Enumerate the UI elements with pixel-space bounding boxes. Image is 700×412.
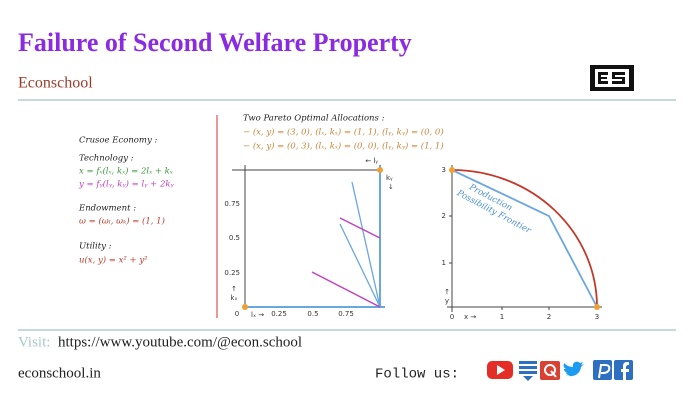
endpoint [594, 304, 600, 310]
twitter-icon[interactable] [563, 361, 584, 377]
tick-label: 3 [595, 313, 599, 321]
tick-label: 1 [500, 313, 504, 321]
pareto-line: − (x, y) = (0, 3), (lₓ, kₓ) = (0, 0), (l… [243, 141, 444, 152]
utility-label: Utility : [79, 242, 112, 252]
tick-label: 0.25 [271, 310, 287, 318]
tick-label: 0.75 [338, 310, 354, 318]
axis-label: ↑ [231, 285, 237, 293]
pinterest-icon[interactable] [593, 360, 612, 380]
social-icons [487, 360, 633, 381]
axis-label: ← lᵧ [365, 157, 378, 165]
facebook-icon[interactable] [614, 360, 633, 380]
ppf-plot: Production Possibility Frontier 0 1 2 3 … [442, 165, 602, 321]
youtube-icon[interactable] [487, 361, 513, 379]
subtitle: Econschool [18, 75, 93, 92]
url[interactable]: https://www.youtube.com/@econ.school [58, 334, 302, 350]
ppf-linear [451, 169, 598, 308]
tick-label: 2 [547, 313, 551, 321]
endpoint [449, 167, 455, 173]
pareto-title: Two Pareto Optimal Allocations : [243, 114, 385, 124]
tick-label: 0 [235, 310, 239, 318]
axis-label: x → [464, 313, 476, 321]
isoquant [351, 181, 381, 308]
axis-label: kᵧ [386, 174, 393, 182]
utility: u(x, y) = x² + y² [79, 255, 148, 266]
visit-label: Visit: [18, 334, 50, 350]
tick-label: 1 [442, 259, 446, 267]
allocation-point [377, 167, 383, 173]
axis-label: ↓ [388, 183, 394, 191]
isoquant [339, 217, 381, 239]
axis-label: lₓ → [251, 311, 264, 319]
ppf-curve [451, 169, 598, 308]
endowment-label: Endowment : [78, 204, 136, 214]
tick-label: 3 [442, 166, 446, 174]
isoquant [339, 223, 381, 308]
isoquant [311, 271, 381, 308]
technology-y: y = fᵧ(lᵧ, kᵧ) = lᵧ + 2kᵧ [78, 179, 175, 190]
endowment: ω = (ωₗ, ωₖ) = (1, 1) [79, 216, 165, 227]
logo [590, 65, 634, 91]
tick-label: 0.25 [224, 269, 240, 277]
technology-label: Technology : [79, 154, 134, 164]
edgeworth-box: 0 0.25 0.5 0.75 0.25 0.5 0.75 lₓ → ↑ kₓ … [224, 157, 393, 319]
blog-icon[interactable] [519, 361, 537, 381]
tick-label: 0.5 [307, 310, 318, 318]
tick-label: 0.5 [229, 234, 240, 242]
axis-label: y [445, 297, 449, 305]
technology-x: x = fₓ(lₓ, kₓ) = 2lₓ + kₓ [79, 166, 173, 177]
quora-icon[interactable] [540, 361, 560, 380]
axis-label: kₓ [230, 294, 237, 302]
economy-heading: Crusoe Economy : [79, 136, 157, 146]
site[interactable]: econschool.in [18, 365, 101, 381]
pareto-line: − (x, y) = (3, 0), (lₓ, kₓ) = (1, 1), (l… [243, 127, 444, 138]
follow-label: Follow us: [375, 367, 459, 383]
tick-label: 0 [450, 313, 454, 321]
tick-label: 0.75 [224, 200, 240, 208]
tick-label: 2 [442, 212, 446, 220]
title: Failure of Second Welfare Property [18, 28, 412, 57]
axis-label: ↑ [444, 288, 450, 296]
allocation-point [242, 304, 248, 310]
